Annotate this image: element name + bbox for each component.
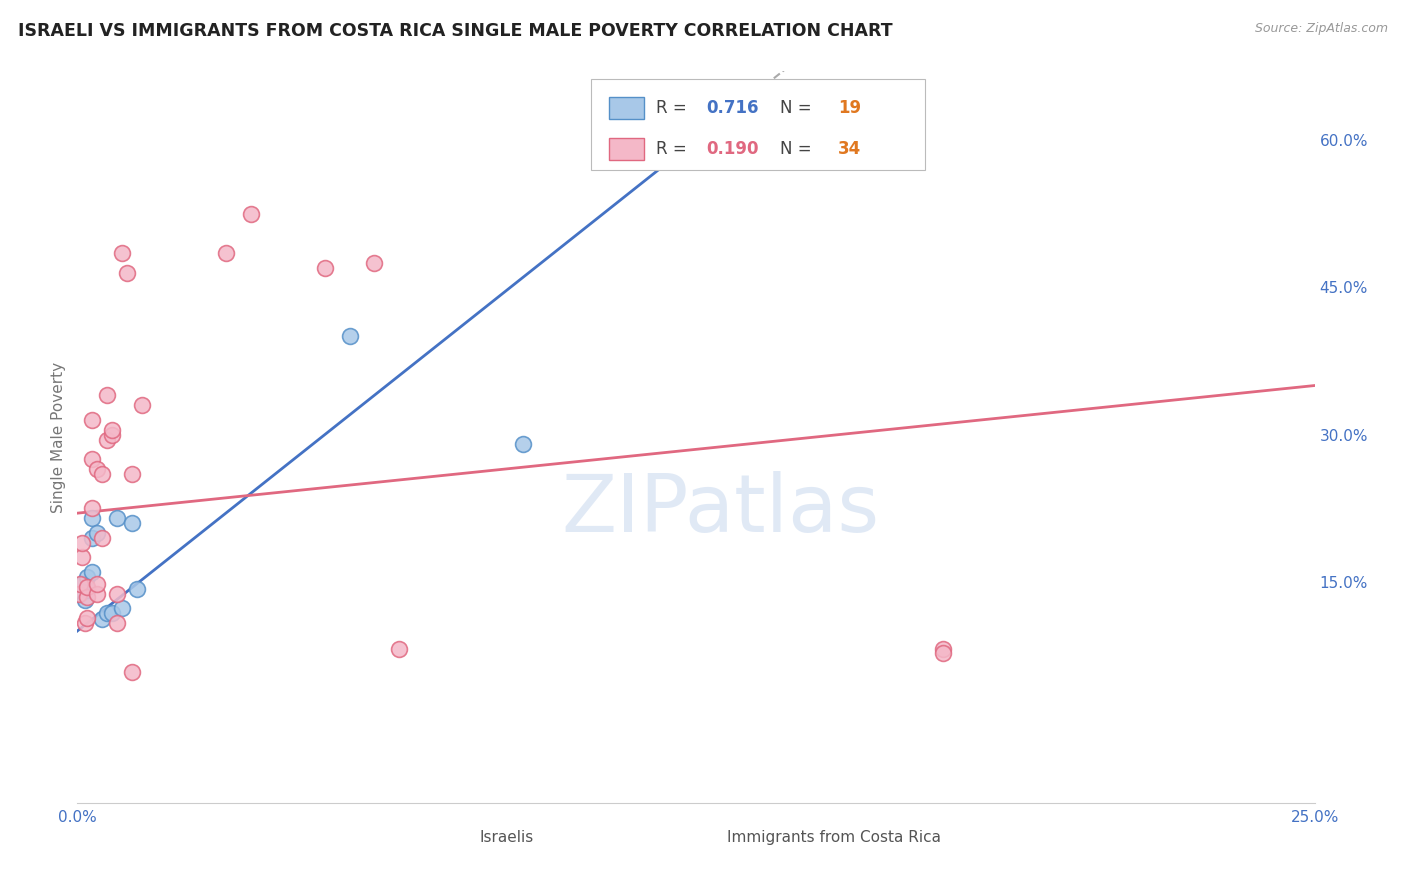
Text: 19: 19 [838, 99, 862, 117]
Point [388, 641, 411, 656]
Point [105, 511, 128, 525]
Point [82, 531, 104, 545]
Point [121, 467, 143, 481]
Point [76, 582, 98, 597]
Point [125, 582, 148, 596]
Point [86, 462, 108, 476]
Text: N =: N = [780, 140, 817, 158]
Point [314, 260, 336, 275]
Point [91, 612, 114, 626]
Text: Immigrants from Costa Rica: Immigrants from Costa Rica [727, 830, 941, 846]
Point [115, 266, 138, 280]
Point [101, 427, 124, 442]
Point [76, 611, 98, 625]
Point [76, 590, 98, 604]
Point [363, 256, 385, 270]
Point [73, 592, 96, 607]
Point [73, 616, 96, 631]
Point [932, 641, 955, 656]
Point [121, 665, 143, 680]
Point [72, 577, 94, 591]
Point [685, 143, 707, 157]
Point [86, 577, 108, 591]
Y-axis label: Single Male Poverty: Single Male Poverty [51, 361, 66, 513]
Point [111, 246, 134, 260]
Text: 0.190: 0.190 [706, 140, 758, 158]
Point [215, 246, 238, 260]
Point [69, 587, 91, 601]
Point [96, 433, 118, 447]
FancyBboxPatch shape [609, 97, 644, 119]
Point [76, 580, 98, 594]
Point [96, 607, 118, 621]
Text: ZIPatlas: ZIPatlas [561, 471, 880, 549]
Text: ISRAELI VS IMMIGRANTS FROM COSTA RICA SINGLE MALE POVERTY CORRELATION CHART: ISRAELI VS IMMIGRANTS FROM COSTA RICA SI… [18, 22, 893, 40]
Point [82, 565, 104, 579]
Point [111, 601, 134, 615]
Point [101, 423, 124, 437]
Text: R =: R = [657, 140, 692, 158]
Text: R =: R = [657, 99, 692, 117]
Point [105, 587, 128, 601]
Point [121, 516, 143, 530]
Point [131, 398, 153, 412]
FancyBboxPatch shape [591, 78, 925, 170]
Point [86, 525, 108, 540]
Point [76, 570, 98, 584]
Text: Source: ZipAtlas.com: Source: ZipAtlas.com [1254, 22, 1388, 36]
FancyBboxPatch shape [443, 828, 470, 848]
Point [82, 501, 104, 516]
Text: 34: 34 [838, 140, 862, 158]
FancyBboxPatch shape [609, 138, 644, 160]
FancyBboxPatch shape [690, 828, 717, 848]
Point [932, 646, 955, 660]
Point [96, 388, 118, 402]
Point [339, 329, 361, 343]
Text: N =: N = [780, 99, 817, 117]
Point [512, 437, 534, 451]
Point [86, 587, 108, 601]
Point [91, 531, 114, 545]
Point [91, 467, 114, 481]
Point [72, 535, 94, 549]
Point [101, 607, 124, 621]
Point [105, 616, 128, 631]
Point [82, 511, 104, 525]
Point [82, 413, 104, 427]
Point [67, 587, 90, 601]
Point [82, 452, 104, 467]
Point [239, 207, 262, 221]
Text: Israelis: Israelis [479, 830, 534, 846]
Text: 0.716: 0.716 [706, 99, 758, 117]
Point [72, 550, 94, 565]
Point [69, 577, 91, 591]
